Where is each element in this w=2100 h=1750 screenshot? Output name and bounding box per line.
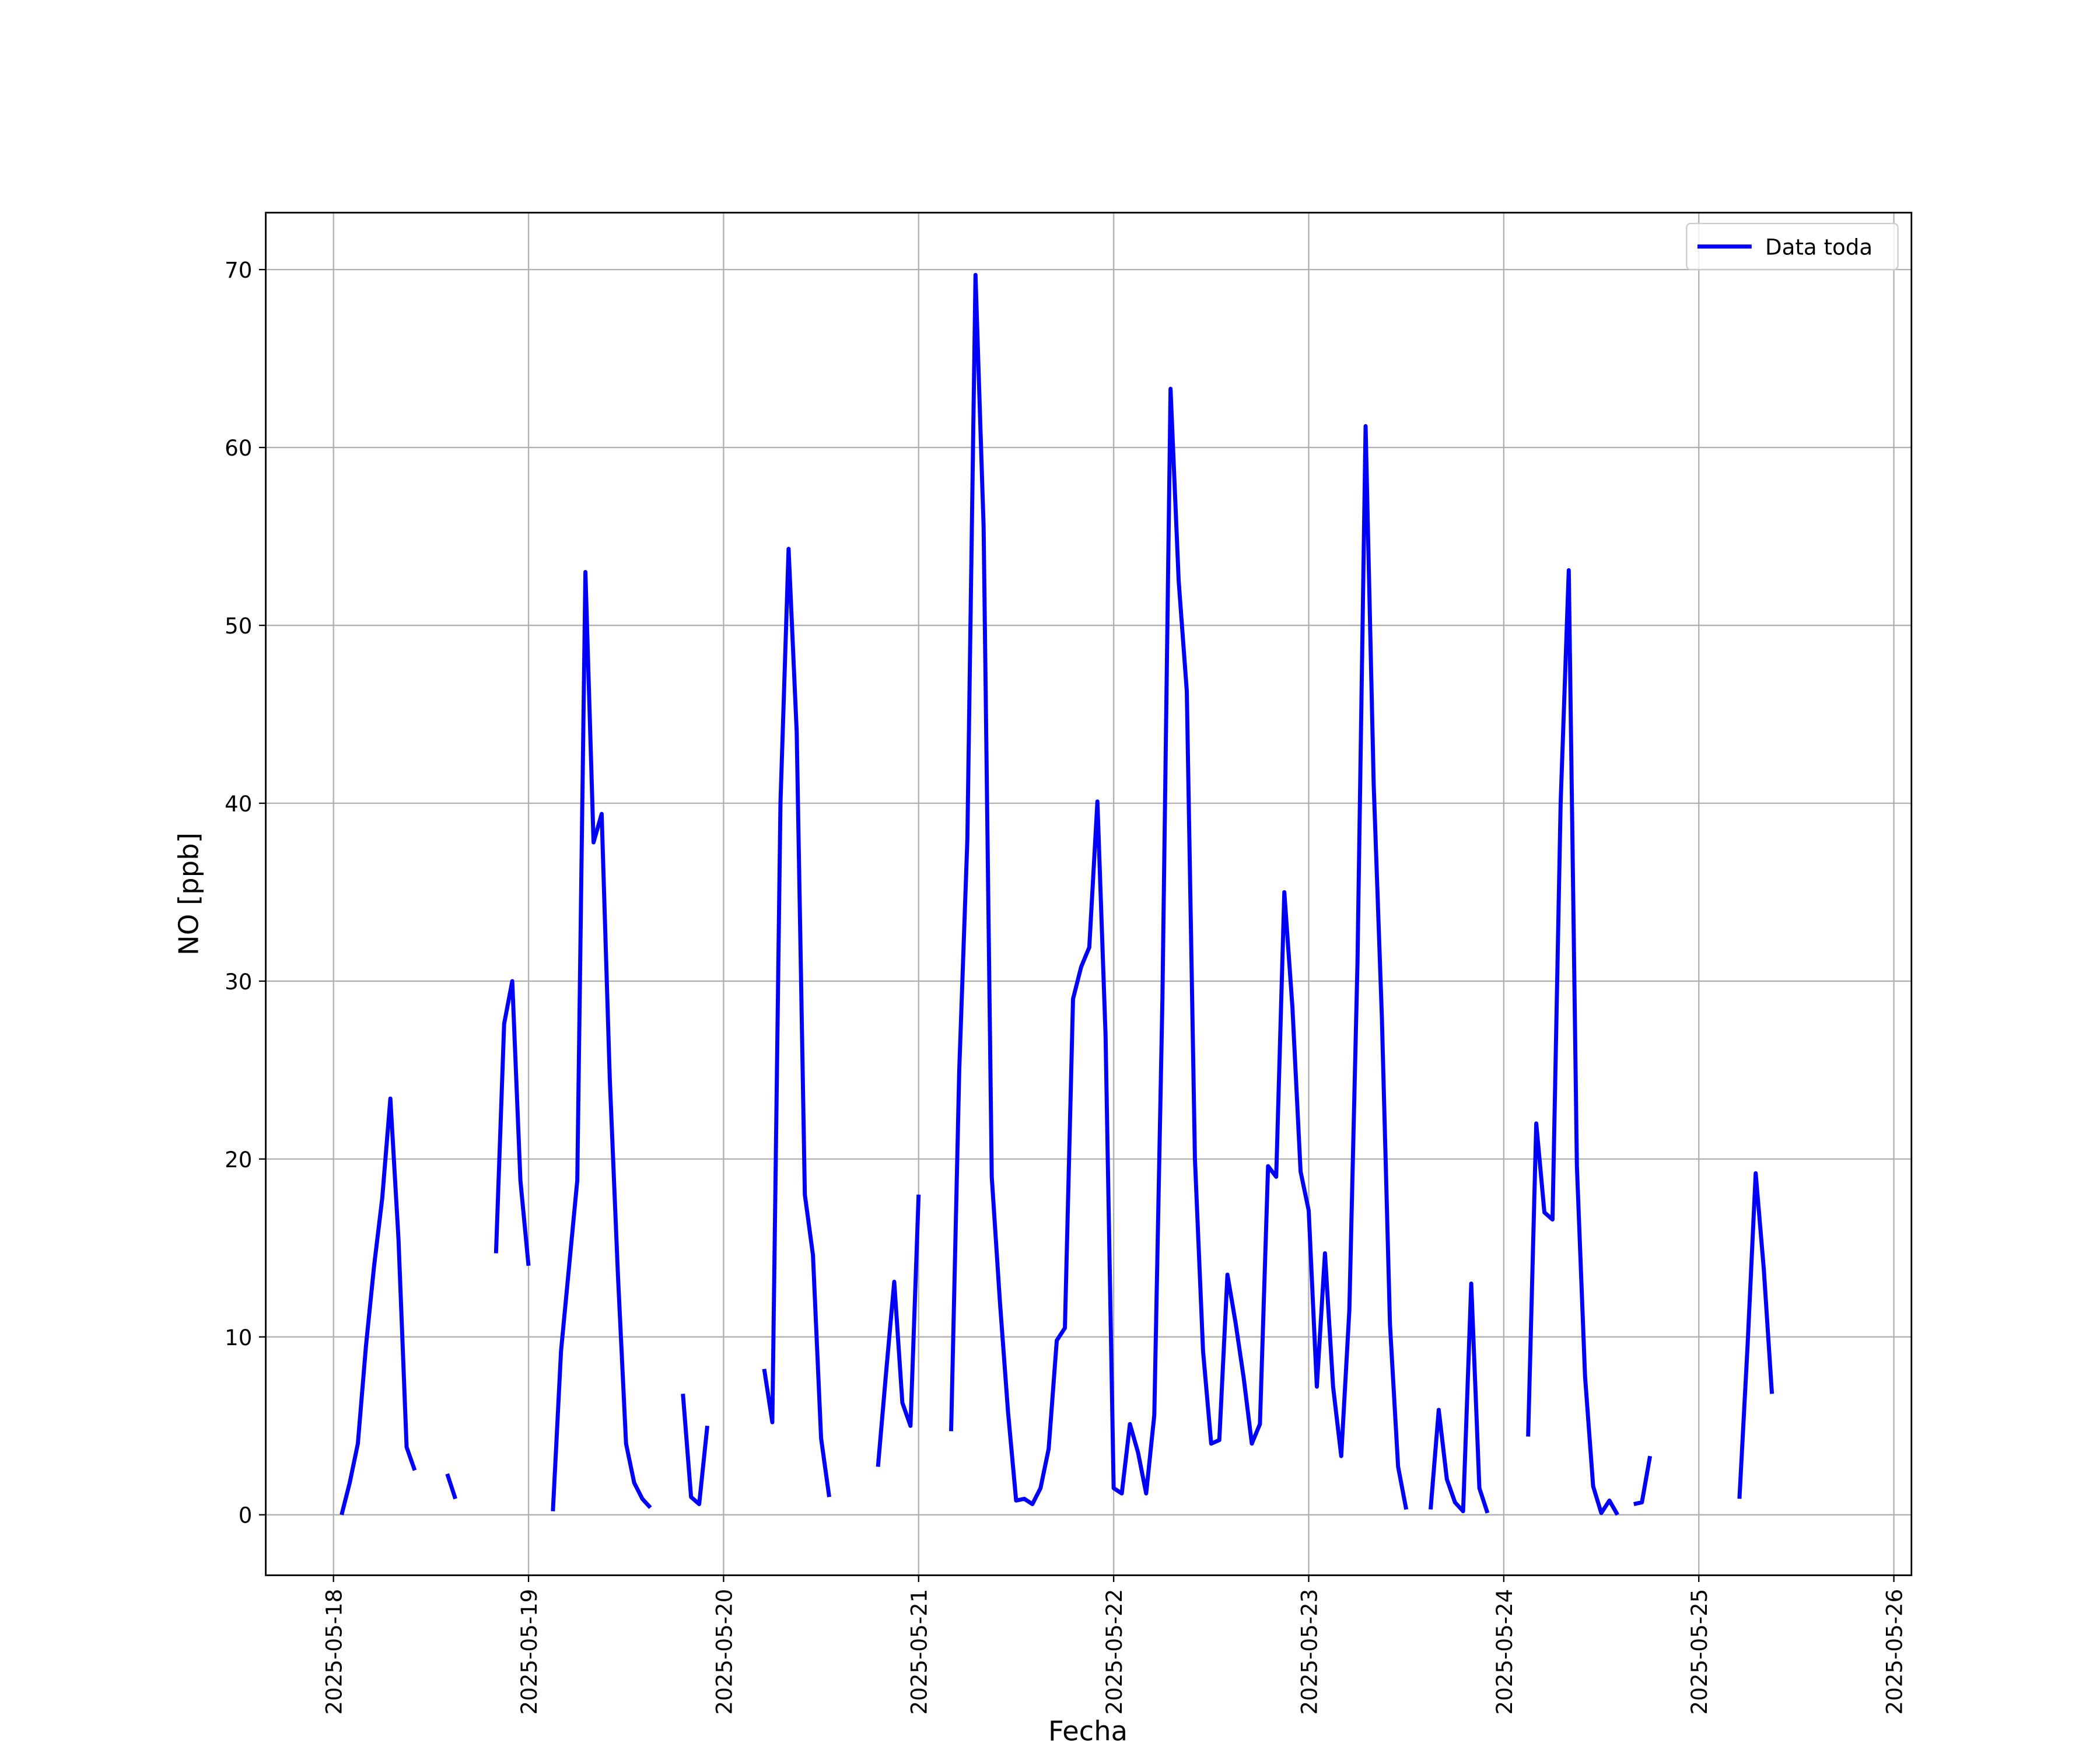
plot-frame (265, 212, 1913, 1576)
legend-label: Data toda (1765, 235, 1873, 260)
y-tick-label: 20 (225, 1147, 252, 1172)
legend-box (1686, 222, 1899, 271)
y-tick-label: 10 (225, 1325, 252, 1350)
x-tick-label: 2025-05-24 (1492, 1589, 1517, 1715)
y-axis-label: NO [ppb] (173, 832, 204, 956)
y-tick-label: 60 (225, 436, 252, 461)
x-tick-label: 2025-05-23 (1297, 1589, 1322, 1715)
data-line (340, 272, 1774, 1516)
x-tick-label: 2025-05-18 (322, 1589, 347, 1715)
y-tick-label: 40 (225, 792, 252, 817)
y-tick-label: 30 (225, 970, 252, 995)
x-tick-label: 2025-05-20 (712, 1589, 737, 1715)
x-tick-label: 2025-05-22 (1102, 1589, 1127, 1715)
x-tick-label: 2025-05-26 (1882, 1589, 1908, 1715)
x-axis-label: Fecha (1048, 1716, 1128, 1747)
y-tick-label: 70 (225, 258, 252, 283)
legend: Data toda (1686, 222, 1899, 271)
y-tick-label: 50 (225, 614, 252, 639)
x-tick-label: 2025-05-25 (1687, 1589, 1712, 1715)
y-tick-label: 0 (239, 1503, 253, 1528)
x-tick-label: 2025-05-19 (517, 1589, 542, 1715)
x-tick-label: 2025-05-21 (907, 1589, 932, 1715)
